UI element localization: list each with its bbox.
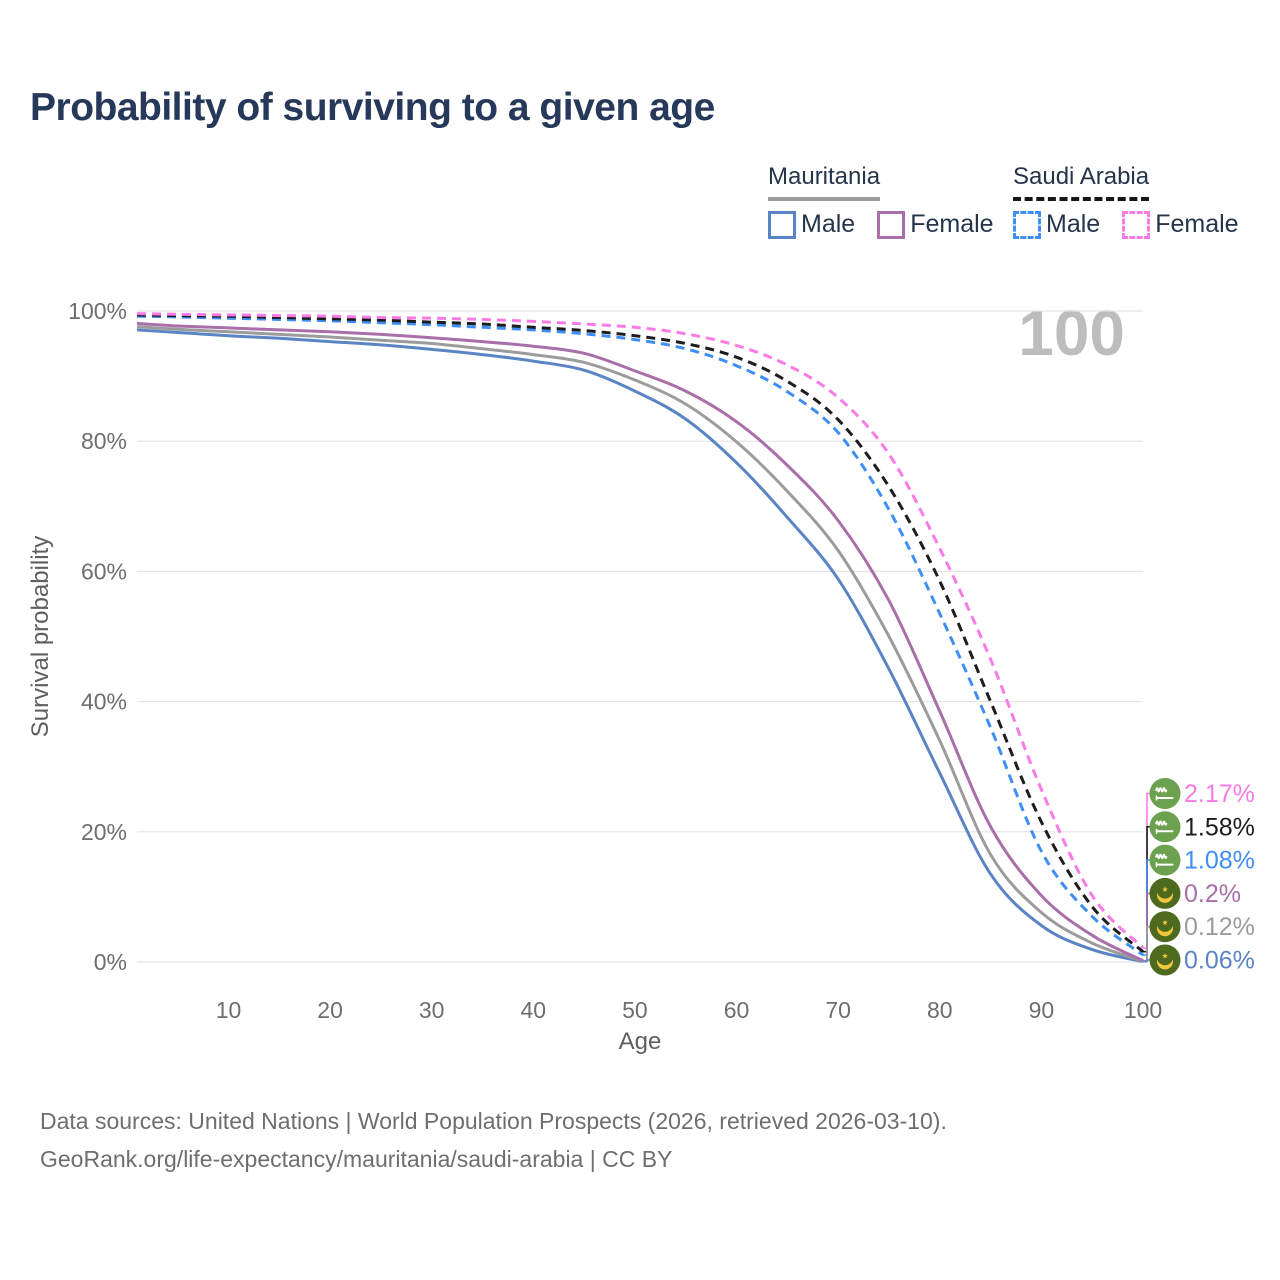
x-tick-label: 20 bbox=[317, 997, 343, 1023]
x-tick-label: 80 bbox=[927, 997, 953, 1023]
end-value-label: 0.12% bbox=[1184, 913, 1255, 941]
flag-icon-mauritania bbox=[1149, 944, 1181, 976]
series-line-mauritania-female bbox=[136, 321, 1144, 963]
legend-country-name-mauritania: Mauritania bbox=[768, 163, 881, 201]
legend-item-saudi-arabia-male[interactable]: Male bbox=[1013, 210, 1100, 239]
x-tick-label: 30 bbox=[419, 997, 445, 1023]
y-tick-label: 60% bbox=[81, 558, 127, 584]
end-connector bbox=[1143, 925, 1150, 962]
x-tick-label: 90 bbox=[1029, 997, 1055, 1023]
legend-country-name-saudi-arabia: Saudi Arabia bbox=[1013, 163, 1150, 201]
legend-swatch-mauritania-male bbox=[768, 210, 796, 239]
x-tick-label: 10 bbox=[216, 997, 242, 1023]
series-line-mauritania-male bbox=[136, 328, 1144, 964]
x-tick-label: 100 bbox=[1124, 997, 1162, 1023]
flag-icon-mauritania bbox=[1149, 877, 1181, 909]
end-value-label: 0.06% bbox=[1184, 947, 1255, 975]
flag-icon-mauritania bbox=[1149, 911, 1181, 943]
legend-item-saudi-arabia-female[interactable]: Female bbox=[1122, 210, 1239, 239]
legend-row-saudi-arabia: Male Female bbox=[1013, 210, 1239, 239]
end-value-label: 0.2% bbox=[1184, 880, 1241, 908]
y-tick-label: 80% bbox=[81, 428, 127, 454]
x-axis-title: Age bbox=[619, 1028, 662, 1055]
legend-swatch-saudi-arabia-female bbox=[1122, 210, 1151, 239]
series-line-mauritania bbox=[136, 325, 1144, 963]
y-axis-title: Survival probability bbox=[27, 536, 54, 737]
x-tick-label: 70 bbox=[825, 997, 851, 1023]
end-value-label: 1.08% bbox=[1184, 847, 1255, 875]
y-tick-label: 20% bbox=[81, 819, 127, 845]
flag-icon-saudi-arabia bbox=[1149, 778, 1181, 809]
y-tick-label: 0% bbox=[94, 949, 127, 975]
y-tick-label: 100% bbox=[68, 298, 127, 324]
legend-item-label: Male bbox=[801, 210, 856, 238]
legend-group-mauritania: Mauritania Male Female bbox=[768, 163, 994, 239]
series-line-saudi-arabia-male bbox=[136, 314, 1144, 957]
page-title: Probability of surviving to a given age bbox=[30, 86, 715, 129]
legend-swatch-mauritania-female bbox=[877, 210, 906, 239]
legend-item-mauritania-female[interactable]: Female bbox=[877, 210, 994, 239]
x-tick-label: 60 bbox=[724, 997, 750, 1023]
x-tick-label: 40 bbox=[521, 997, 547, 1023]
end-value-label: 1.58% bbox=[1184, 813, 1255, 841]
footer: Data sources: United Nations | World Pop… bbox=[40, 1102, 947, 1178]
legend-item-label: Female bbox=[1155, 210, 1239, 238]
flag-icon-saudi-arabia bbox=[1149, 844, 1181, 876]
series-line-saudi-arabia bbox=[136, 313, 1144, 953]
end-value-label: 2.17% bbox=[1184, 780, 1255, 808]
series-line-saudi-arabia-female bbox=[136, 312, 1145, 949]
end-connector bbox=[1143, 959, 1150, 963]
legend-item-mauritania-male[interactable]: Male bbox=[768, 210, 855, 239]
attribution-line: GeoRank.org/life-expectancy/mauritania/s… bbox=[40, 1146, 673, 1172]
legend-item-label: Female bbox=[910, 210, 994, 238]
legend-swatch-saudi-arabia-male bbox=[1013, 210, 1041, 239]
legend-group-saudi-arabia: Saudi Arabia Male Female bbox=[1013, 163, 1239, 239]
y-tick-label: 40% bbox=[81, 689, 127, 715]
flag-icon-saudi-arabia bbox=[1149, 811, 1181, 843]
legend-row-mauritania: Male Female bbox=[768, 210, 994, 239]
x-tick-label: 50 bbox=[622, 997, 648, 1023]
watermark-age-100: 100 bbox=[1018, 297, 1125, 369]
legend-item-label: Male bbox=[1046, 210, 1101, 238]
data-sources-line: Data sources: United Nations | World Pop… bbox=[40, 1108, 947, 1134]
